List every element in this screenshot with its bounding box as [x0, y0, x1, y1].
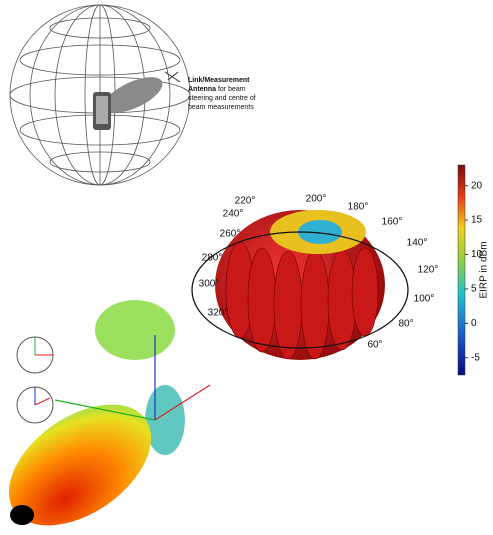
phone-screen	[96, 96, 108, 124]
azimuth-label: 220°	[235, 196, 256, 207]
azimuth-label: 280°	[202, 253, 223, 264]
lobe-plot	[0, 300, 210, 535]
azimuth-label: 80°	[398, 319, 413, 330]
azimuth-label: 120°	[418, 265, 439, 276]
colorbar-tick-label: -5	[471, 352, 480, 363]
azimuth-label: 240°	[223, 209, 244, 220]
azimuth-label: 100°	[414, 294, 435, 305]
azimuth-label: 300°	[199, 279, 220, 290]
azimuth-label: 160°	[382, 217, 403, 228]
colorbar-tick-label: 20	[471, 180, 483, 191]
annotation: steering and centre of	[188, 95, 256, 102]
annotation: Antenna	[188, 86, 216, 93]
antenna-icon	[165, 72, 180, 82]
azimuth-label: 260°	[220, 229, 241, 240]
annotation: beam measurements	[188, 104, 254, 111]
azimuth-label: 180°	[348, 202, 369, 213]
colorbar	[458, 165, 465, 375]
colorbar-tick-label: 5	[471, 284, 477, 295]
figure: Link/Measurement Antenna for beam steeri…	[0, 0, 493, 535]
annotation: for beam	[218, 86, 246, 93]
azimuth-label: 60°	[367, 340, 382, 351]
colorbar-tick-label: 10	[471, 249, 483, 260]
annotation: Link/Measurement	[188, 77, 250, 84]
colorbar-tick-label: 15	[471, 215, 483, 226]
azimuth-label: 200°	[306, 194, 327, 205]
azimuth-label: 320°	[208, 308, 229, 319]
colorbar-tick-label: 0	[471, 318, 477, 329]
annotation: Antenna for beam	[188, 86, 246, 93]
azimuth-label: 140°	[407, 238, 428, 249]
